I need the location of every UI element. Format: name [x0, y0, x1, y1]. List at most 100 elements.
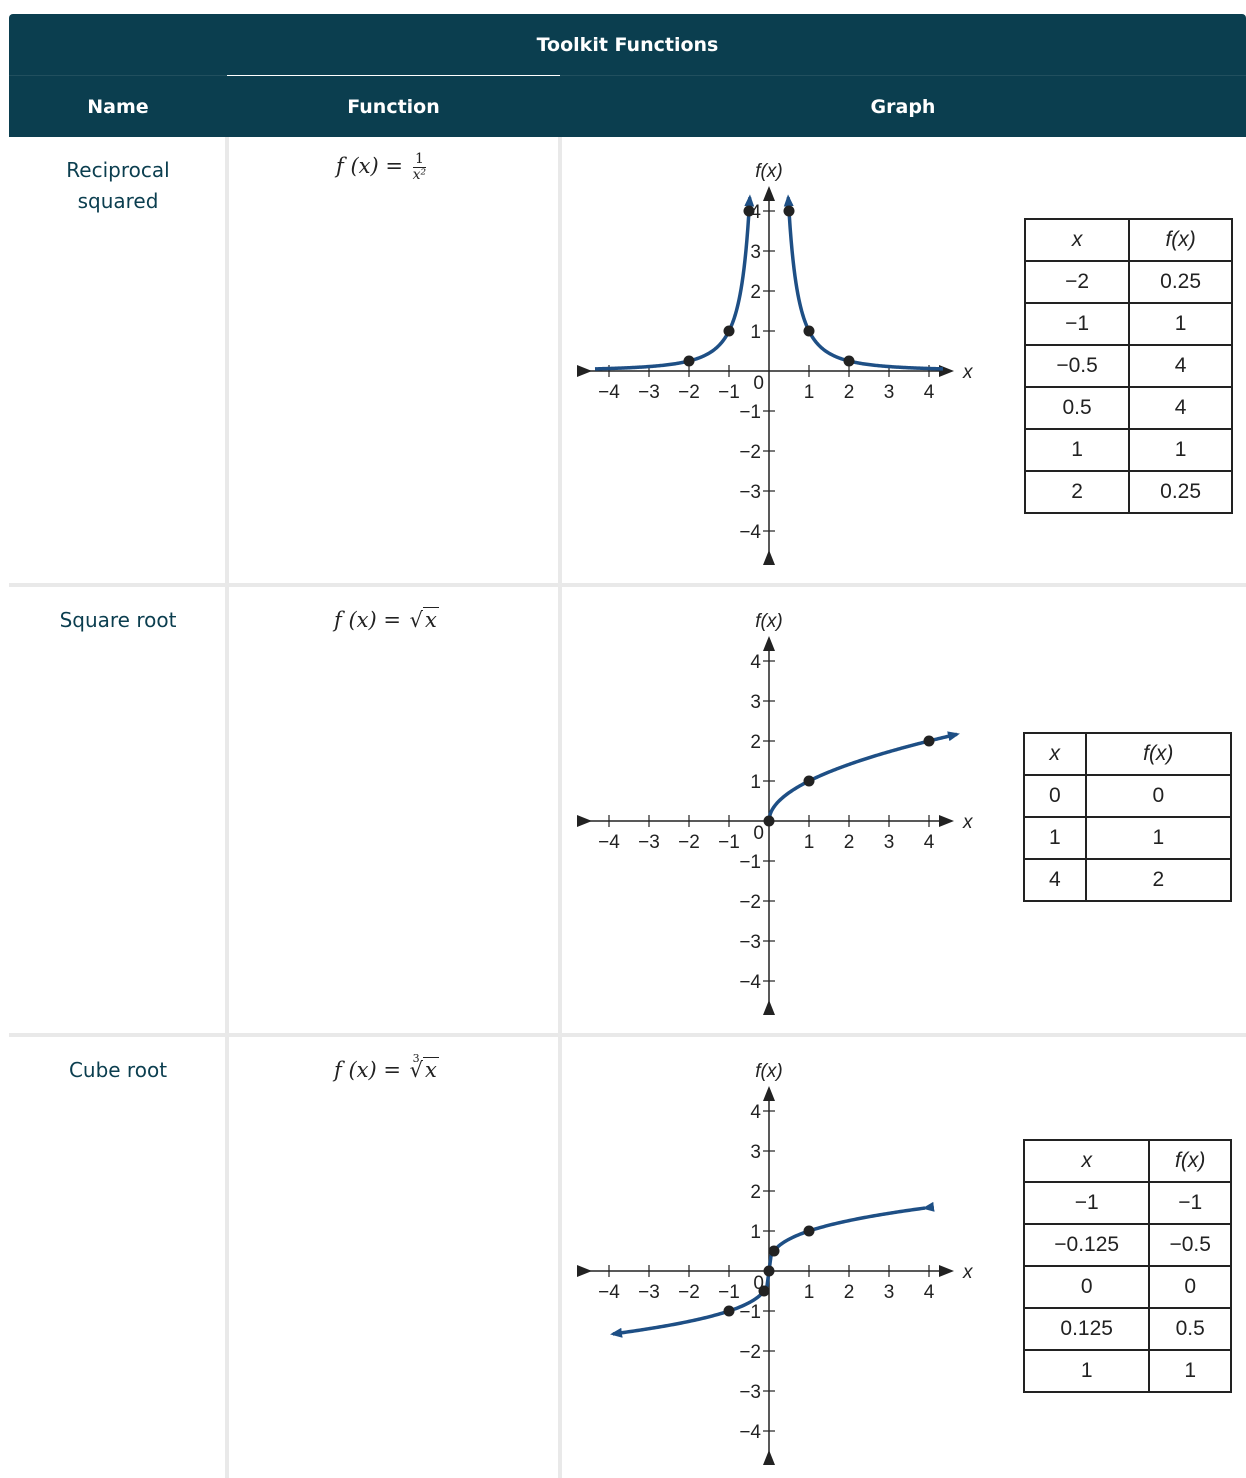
- x-tick-label: 4: [924, 832, 935, 853]
- cell-fx: 4: [1128, 386, 1233, 430]
- cell-x: −0.5: [1023, 344, 1131, 388]
- table-row: −2 0.25: [1023, 260, 1233, 304]
- name-line: Reciprocal: [66, 158, 170, 182]
- x-tick-label: −3: [638, 832, 660, 853]
- y-tick-label: −1: [739, 402, 761, 423]
- y-axis-label: f(x): [755, 1061, 782, 1082]
- row-name-cube-root: Cube root: [9, 1055, 227, 1086]
- header-fx: f(x): [1128, 218, 1233, 262]
- table-row: −1 1: [1023, 302, 1233, 346]
- cell-fx: 0: [1084, 774, 1233, 818]
- origin-label: 0: [753, 1273, 764, 1294]
- cell-x: −1: [1023, 302, 1131, 346]
- x-tick-label: −2: [678, 382, 700, 403]
- y-tick-label: −4: [739, 1422, 761, 1443]
- graph-cube-root: −4 −3 −2 −1 1 2 3 4 4 3 2 1 −1 −2 −3 −4 0 x f(x): [577, 1061, 974, 1465]
- name-line: Square root: [59, 608, 177, 632]
- cell-x: 4: [1023, 858, 1087, 902]
- radical: √x: [409, 607, 439, 632]
- formula-lhs: f (x) =: [334, 608, 401, 632]
- graph-square-root: −4 −3 −2 −1 1 2 3 4 4 3 2 1 −1 −2 −3 −4 0 x f(x): [577, 611, 974, 1015]
- header-fx: f(x): [1084, 732, 1233, 776]
- header-x: x: [1022, 1139, 1151, 1183]
- x-tick-label: −1: [718, 832, 740, 853]
- x-tick-label: −1: [718, 1282, 740, 1303]
- table-row: 0.5 4: [1023, 386, 1233, 430]
- data-point: [723, 1305, 735, 1317]
- curve: [594, 194, 755, 371]
- data-point: [683, 355, 695, 367]
- cell-fx: 1: [1128, 302, 1233, 346]
- x-tick-label: −4: [598, 382, 620, 403]
- caption-text: Toolkit Functions: [536, 33, 719, 56]
- cell-x: −2: [1023, 260, 1131, 304]
- cell-fx: 1: [1148, 1349, 1232, 1393]
- value-table-reciprocal-squared: x f(x) −2 0.25 −1 1 −0.5 4 0.5 4 1 1 2 0.25: [1023, 218, 1233, 514]
- formula-fraction: 1 x²: [412, 152, 427, 183]
- y-tick-label: 2: [750, 732, 761, 753]
- fraction-numerator: 1: [412, 152, 427, 168]
- x-axis-label: x: [962, 362, 974, 383]
- cell-fx: 4: [1128, 344, 1233, 388]
- cell-fx: 2: [1084, 858, 1233, 902]
- x-tick-label: 2: [844, 832, 855, 853]
- y-tick-label: −3: [739, 1382, 761, 1403]
- value-table-cube-root: x f(x) −1 −1 −0.125 −0.5 0 0 0.125 0.5 1 1: [1022, 1139, 1232, 1393]
- data-point: [758, 1285, 770, 1297]
- table-row: −0.5 4: [1023, 344, 1233, 388]
- column-header-function: Function: [227, 76, 560, 137]
- name-line: Cube root: [68, 1058, 168, 1082]
- header-fx: f(x): [1148, 1139, 1232, 1183]
- x-tick-label: 4: [924, 1282, 935, 1303]
- table-row: 2 0.25: [1023, 470, 1233, 514]
- cell-fx: 1: [1128, 428, 1233, 472]
- row-name-reciprocal-squared: Reciprocal squared: [9, 155, 227, 217]
- origin-label: 0: [753, 823, 764, 844]
- cell-fx: 0.25: [1128, 470, 1233, 514]
- data-point: [923, 735, 935, 747]
- x-tick-label: −4: [598, 832, 620, 853]
- y-tick-label: 3: [750, 1142, 761, 1163]
- radical: 3 √x: [409, 1052, 439, 1082]
- x-tick-label: 2: [844, 382, 855, 403]
- cell-x: −0.125: [1022, 1223, 1151, 1267]
- data-point: [783, 205, 795, 217]
- data-point: [843, 355, 855, 367]
- y-tick-label: 3: [750, 242, 761, 263]
- cell-fx: 0.25: [1128, 260, 1233, 304]
- header-x: x: [1023, 732, 1087, 776]
- row-name-square-root: Square root: [9, 605, 227, 636]
- x-tick-label: −3: [638, 382, 660, 403]
- y-tick-label: 4: [750, 652, 761, 673]
- y-tick-label: 4: [750, 1102, 761, 1123]
- row-divider: [9, 1033, 1246, 1037]
- curve: [783, 194, 944, 371]
- y-tick-label: −3: [739, 482, 761, 503]
- x-tick-label: −3: [638, 1282, 660, 1303]
- formula-square-root: f (x) = √x: [334, 607, 439, 632]
- value-table-square-root: x f(x) 0 0 1 1 4 2: [1023, 732, 1233, 902]
- cell-fx: −0.5: [1148, 1223, 1232, 1267]
- column-divider: [558, 137, 562, 1478]
- y-tick-label: −1: [739, 1302, 761, 1323]
- formula-cube-root: f (x) = 3 √x: [334, 1052, 439, 1082]
- y-tick-label: 2: [750, 1182, 761, 1203]
- curve: [767, 1201, 935, 1272]
- y-tick-label: −1: [739, 852, 761, 873]
- origin-label: 0: [753, 373, 764, 394]
- y-tick-label: −3: [739, 932, 761, 953]
- x-tick-label: 2: [844, 1282, 855, 1303]
- y-tick-label: −4: [739, 522, 761, 543]
- x-axis-label: x: [962, 1262, 974, 1283]
- x-tick-label: −2: [678, 832, 700, 853]
- cell-x: 2: [1023, 470, 1131, 514]
- y-tick-label: 1: [750, 772, 761, 793]
- table-header-row: x f(x): [1023, 732, 1233, 776]
- x-tick-label: −2: [678, 1282, 700, 1303]
- radicand: x: [423, 607, 439, 632]
- x-tick-label: 1: [804, 382, 815, 403]
